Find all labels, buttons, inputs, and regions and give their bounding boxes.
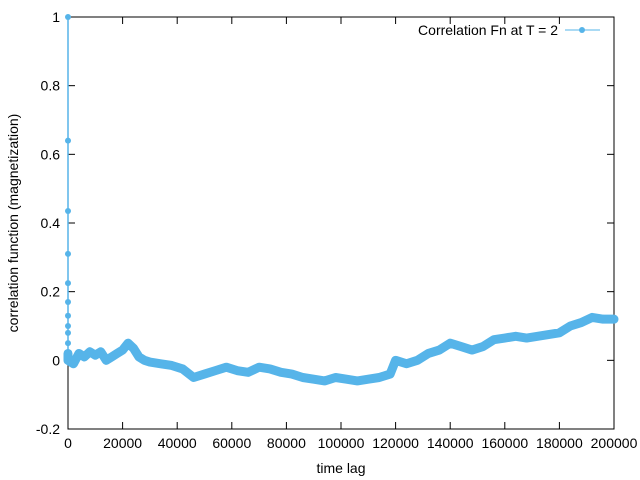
series-point: [146, 358, 154, 366]
series-line: [63, 312, 619, 386]
series-point: [222, 363, 230, 371]
series-point: [403, 360, 411, 368]
x-tick-label: 20000: [103, 435, 142, 451]
series-point: [364, 375, 372, 383]
x-tick-label: 200000: [591, 435, 638, 451]
series-point: [65, 312, 71, 319]
series-point: [108, 353, 116, 361]
series-point: [190, 374, 198, 381]
series-point: [130, 344, 138, 352]
series-point: [288, 370, 296, 378]
series-point: [588, 313, 596, 321]
series-point: [64, 356, 72, 364]
y-tick-label: -0.2: [36, 421, 60, 437]
series-point: [435, 346, 443, 354]
series-point: [424, 349, 432, 357]
series-point: [610, 315, 618, 323]
series-point: [140, 356, 148, 364]
series-point: [534, 332, 542, 340]
series-point: [91, 351, 99, 359]
series-point: [479, 343, 487, 351]
series-point: [512, 332, 520, 340]
series-point: [233, 367, 241, 375]
series-point: [446, 339, 454, 347]
legend: Correlation Fn at T = 2: [418, 22, 600, 38]
series-point: [102, 356, 110, 364]
series-point: [97, 348, 105, 356]
series-point: [65, 14, 71, 20]
series-point: [179, 365, 187, 373]
y-tick-label: 0.4: [41, 215, 61, 231]
x-tick-label: 100000: [318, 435, 365, 451]
y-tick-label: 0.8: [41, 78, 61, 94]
series-point: [468, 346, 476, 354]
series-point: [65, 323, 71, 329]
x-tick-label: 0: [64, 435, 72, 451]
series-point: [124, 339, 132, 347]
series-point: [566, 322, 574, 330]
series-point: [113, 349, 121, 357]
x-tick-label: 140000: [427, 435, 474, 451]
series-point: [65, 250, 71, 257]
series-point: [119, 346, 127, 354]
x-tick-label: 120000: [372, 435, 419, 451]
series-point: [65, 137, 71, 144]
series-point: [75, 349, 83, 357]
x-axis-ticks: 0 20000 40000 60000 80000 100000 120000 140000 1…: [64, 17, 638, 451]
series-point: [255, 363, 263, 371]
x-tick-label: 80000: [267, 435, 306, 451]
series-point: [321, 377, 329, 385]
y-tick-label: 1: [52, 9, 60, 25]
series-point: [168, 361, 176, 369]
series-point: [599, 315, 607, 323]
series-point: [457, 343, 465, 351]
series-point: [413, 356, 421, 364]
series-point: [65, 298, 71, 305]
y-tick-label: 0.6: [41, 146, 61, 162]
series-point: [386, 370, 394, 378]
y-axis-ticks: -0.2 0 0.2 0.4 0.6 0.8 1: [36, 9, 614, 437]
x-tick-label: 40000: [158, 435, 197, 451]
series-point: [244, 368, 252, 376]
series-point: [523, 334, 531, 342]
series-point: [65, 340, 71, 347]
series-point: [266, 365, 274, 373]
y-axis-label: correlation function (magnetization): [5, 114, 21, 333]
series-point: [65, 207, 71, 214]
series-point: [490, 336, 498, 344]
series-point: [555, 329, 563, 337]
series-point: [65, 329, 71, 336]
x-tick-label: 180000: [536, 435, 583, 451]
x-tick-label: 60000: [212, 435, 251, 451]
plot-frame: [67, 16, 615, 430]
series-point: [375, 374, 383, 381]
series-point: [392, 356, 400, 364]
series-point: [299, 374, 307, 381]
series-point: [577, 319, 585, 327]
series-point: [86, 348, 94, 356]
series-point: [310, 375, 318, 383]
series-point: [211, 367, 219, 375]
x-axis-label: time lag: [316, 460, 365, 476]
series-point: [342, 375, 350, 383]
series-point: [65, 280, 71, 287]
series-point: [544, 331, 552, 339]
series-layer: [63, 14, 619, 386]
series-point: [69, 360, 77, 368]
legend-marker: [579, 27, 585, 33]
series-point: [135, 353, 143, 361]
y-tick-label: 0: [52, 352, 60, 368]
series-point: [501, 334, 509, 342]
series-point: [353, 377, 361, 385]
series-point: [201, 370, 208, 378]
series-point: [157, 360, 165, 368]
legend-label: Correlation Fn at T = 2: [418, 22, 558, 38]
series-point: [332, 374, 340, 381]
series-point: [80, 353, 88, 361]
y-tick-label: 0.2: [41, 284, 61, 300]
x-tick-label: 160000: [481, 435, 528, 451]
series-point: [277, 368, 285, 376]
